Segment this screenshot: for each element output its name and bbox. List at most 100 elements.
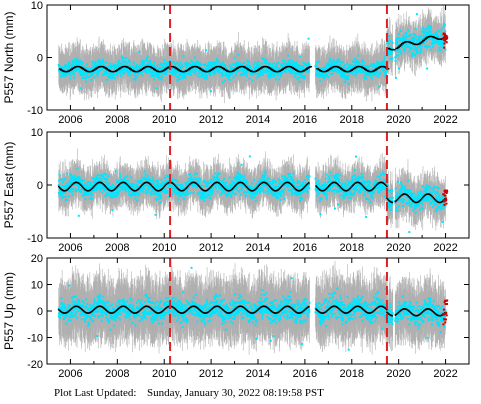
daily-point — [71, 66, 74, 69]
model-dash — [161, 70, 165, 72]
daily-point — [192, 70, 195, 73]
daily-point — [280, 70, 283, 73]
daily-point — [348, 69, 351, 72]
daily-point — [371, 66, 374, 69]
daily-point — [105, 73, 108, 76]
daily-point — [246, 66, 249, 69]
daily-point — [353, 65, 356, 68]
daily-point — [438, 39, 441, 42]
recent-point — [446, 36, 449, 39]
daily-point — [221, 64, 224, 67]
model-dash — [279, 69, 283, 72]
daily-point — [289, 59, 292, 62]
daily-point — [159, 77, 162, 80]
daily-point — [211, 63, 214, 66]
daily-point — [149, 65, 152, 68]
daily-point — [331, 72, 334, 75]
daily-point — [132, 62, 135, 65]
daily-point — [74, 67, 77, 70]
daily-point — [418, 51, 421, 54]
daily-point — [382, 66, 385, 69]
daily-point — [107, 75, 110, 78]
model-dash — [247, 69, 251, 71]
daily-point — [308, 70, 311, 73]
daily-point — [122, 56, 125, 59]
daily-point — [279, 72, 282, 75]
model-dash — [317, 69, 321, 71]
recent-point — [442, 38, 445, 41]
model-dash — [372, 70, 376, 72]
daily-point — [274, 67, 277, 70]
daily-point — [223, 79, 226, 82]
daily-point — [186, 61, 189, 64]
daily-point — [68, 71, 71, 74]
daily-point — [172, 71, 175, 74]
daily-point — [200, 71, 203, 74]
daily-point — [131, 67, 134, 70]
daily-point — [423, 32, 426, 35]
daily-point — [298, 80, 301, 83]
model-dash — [399, 44, 403, 46]
daily-point — [291, 72, 294, 75]
daily-point — [194, 70, 197, 73]
daily-point — [391, 47, 394, 50]
model-dash — [210, 68, 214, 71]
daily-point — [269, 72, 272, 75]
daily-point — [156, 67, 159, 70]
daily-point — [426, 33, 429, 36]
outlier-point — [426, 67, 429, 70]
daily-point — [284, 62, 287, 65]
daily-point — [177, 75, 180, 78]
daily-point — [405, 35, 408, 38]
model-dash — [280, 68, 284, 71]
daily-point — [388, 53, 391, 56]
model-dash — [209, 69, 213, 72]
daily-point — [170, 66, 173, 69]
daily-point — [116, 61, 119, 64]
model-dash — [351, 68, 355, 71]
daily-point — [264, 70, 267, 73]
daily-point — [399, 38, 402, 41]
daily-point — [414, 47, 417, 50]
daily-point — [327, 63, 330, 66]
daily-point — [252, 72, 255, 75]
model-dash — [271, 69, 275, 71]
daily-point — [394, 56, 397, 59]
daily-point — [360, 68, 363, 71]
daily-point — [177, 79, 180, 82]
daily-point — [261, 72, 264, 75]
daily-point — [216, 68, 219, 71]
model-dash — [401, 43, 405, 45]
daily-point — [106, 78, 109, 81]
daily-point — [110, 71, 113, 74]
daily-point — [136, 75, 139, 78]
daily-point — [78, 70, 81, 73]
daily-point — [147, 67, 150, 70]
daily-point — [424, 31, 427, 34]
model-dash — [363, 68, 367, 71]
daily-point — [433, 42, 436, 45]
daily-point — [127, 74, 130, 77]
daily-point — [429, 31, 432, 34]
recent-point — [445, 37, 448, 40]
daily-point — [229, 71, 232, 74]
daily-point — [69, 77, 72, 80]
daily-point — [151, 75, 154, 78]
daily-point — [83, 76, 86, 79]
daily-point — [206, 68, 209, 71]
model-dash — [196, 66, 200, 68]
daily-point — [159, 73, 162, 76]
daily-point — [210, 61, 213, 64]
daily-point — [413, 54, 416, 57]
daily-point — [212, 61, 215, 64]
daily-point — [242, 71, 245, 74]
daily-point — [118, 59, 121, 62]
daily-point — [102, 63, 105, 66]
model-dash — [352, 67, 356, 70]
model-dash — [174, 67, 178, 69]
daily-point — [402, 34, 405, 37]
daily-point — [356, 54, 359, 57]
daily-point — [73, 60, 76, 63]
daily-point — [165, 73, 168, 76]
model-dash — [212, 67, 216, 70]
